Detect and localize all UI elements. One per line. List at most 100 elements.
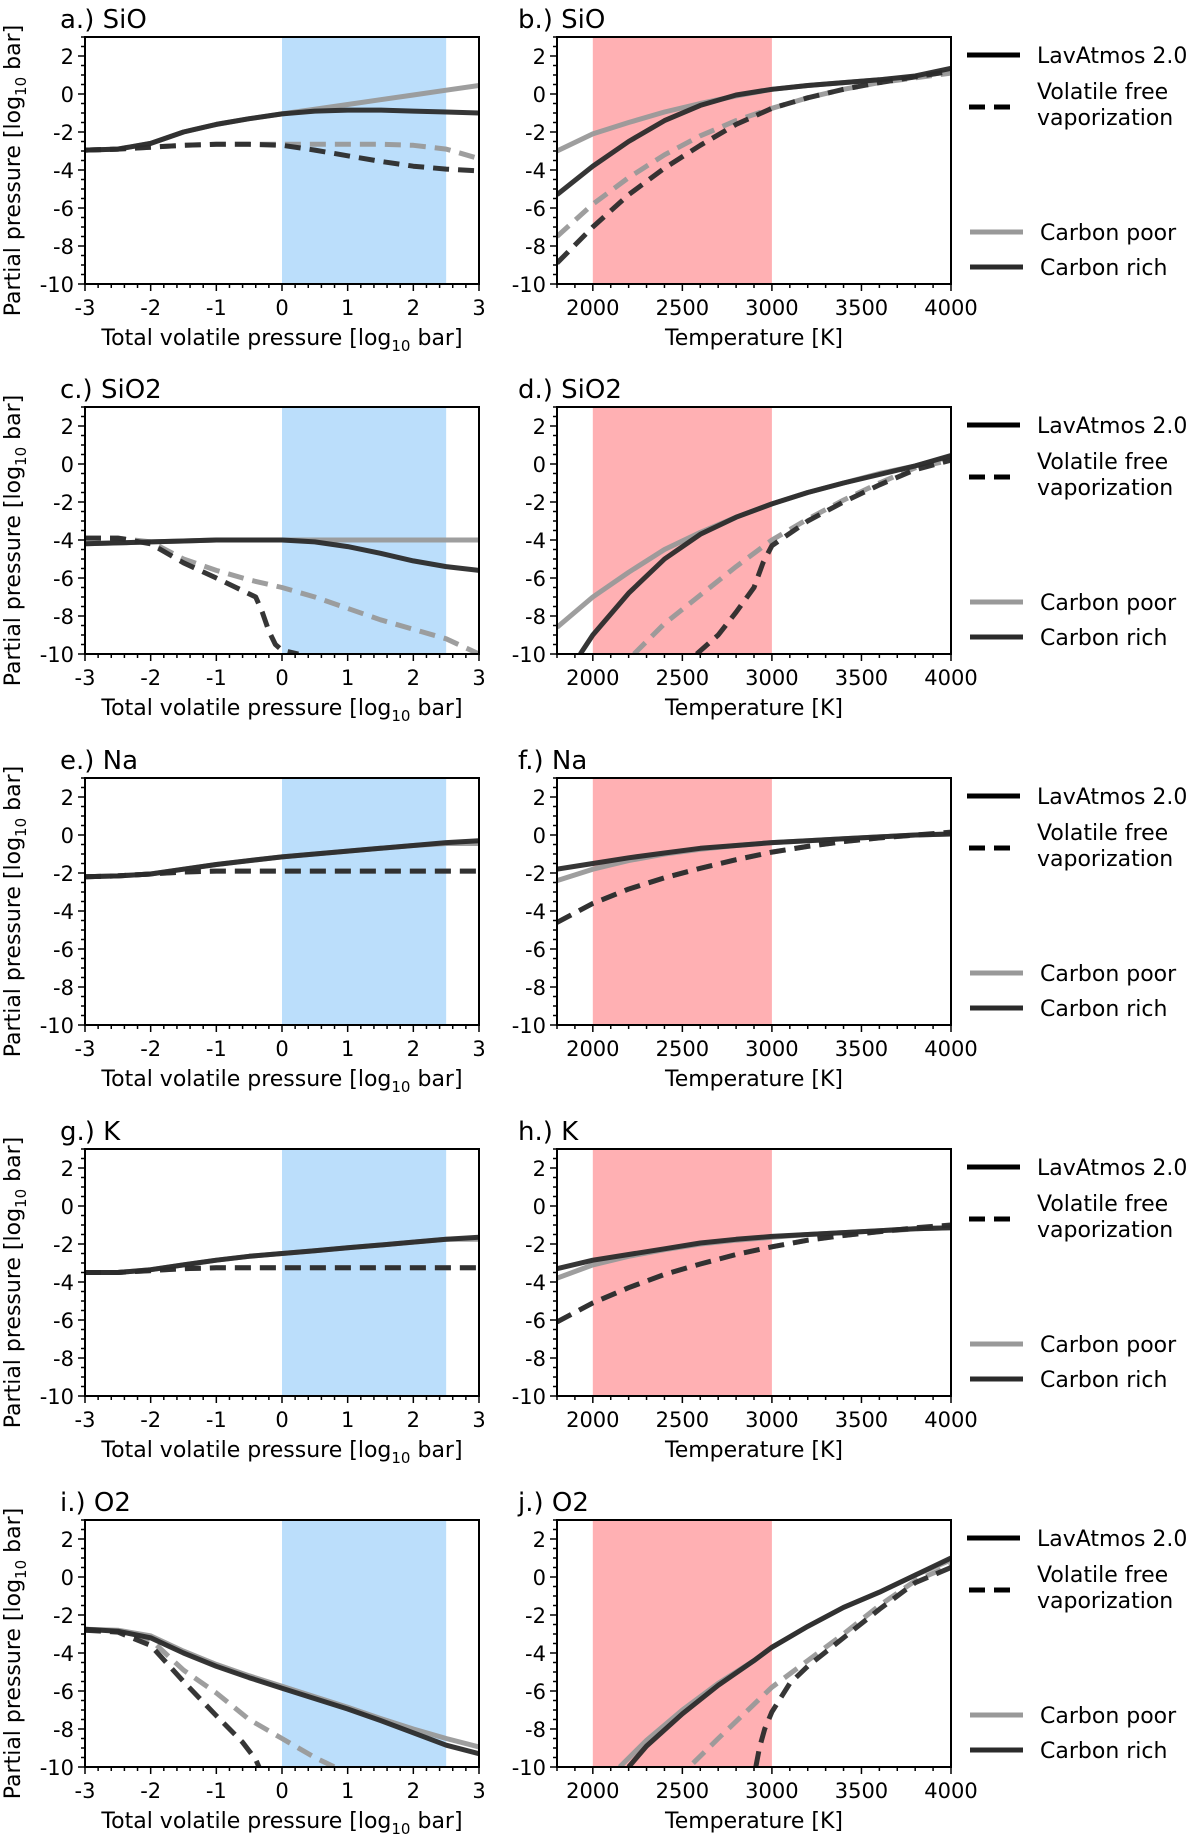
x-tick-label: -1	[206, 1408, 227, 1432]
series-line-solid-carbon-rich	[626, 1555, 951, 1767]
x-axis-label-part: bar]	[410, 326, 462, 351]
temperature-band	[592, 407, 772, 654]
y-tick-label: -6	[53, 938, 74, 962]
y-tick-label: -4	[525, 1642, 546, 1666]
plot-area	[85, 1626, 479, 1767]
x-tick-label: 3000	[745, 666, 798, 690]
x-tick-label: 2500	[656, 1408, 709, 1432]
y-tick-label: -8	[53, 976, 74, 1000]
plot-area	[557, 65, 951, 265]
plot-area	[557, 453, 951, 654]
x-tick-label: 4000	[924, 666, 977, 690]
y-axis-label: Partial pressure [log10 bar]	[1, 1508, 30, 1799]
y-tick-label: -10	[40, 1014, 74, 1038]
y-tick-label: -4	[53, 529, 74, 553]
y-tick-label: 0	[61, 453, 74, 477]
panel-title: h.) K	[518, 1117, 579, 1147]
series-line-dashed-carbon-rich	[85, 868, 479, 880]
panel-title: e.) Na	[60, 746, 138, 776]
y-tick-label: -10	[512, 1756, 546, 1780]
y-axis-label-subscript: 10	[12, 818, 30, 837]
x-tick-label: -1	[206, 666, 227, 690]
y-tick-label: -6	[53, 197, 74, 221]
x-tick-label: -2	[140, 1408, 161, 1432]
y-tick-label: -8	[525, 976, 546, 1000]
y-tick-label: -2	[53, 862, 74, 886]
y-tick-label: -4	[53, 1642, 74, 1666]
panel-h: 2 0 -2 -4 -6 -8 -10 2000 2500 3000 3500 4000 Tempera…	[512, 1117, 1188, 1463]
y-tick-label: -4	[525, 159, 546, 183]
y-tick-label: -8	[53, 1347, 74, 1371]
panel-j: 2 0 -2 -4 -6 -8 -10 2000 2500 3000 3500 4000 Tempera…	[512, 1488, 1188, 1834]
x-tick-label: 3500	[835, 1408, 888, 1432]
y-tick-label: 0	[533, 1566, 546, 1590]
x-tick-label: -1	[206, 1037, 227, 1061]
y-axis-label: Partial pressure [log10 bar]	[1, 766, 30, 1057]
y-axis-label: Partial pressure [log10 bar]	[1, 1137, 30, 1428]
legend-label-carbon-poor: Carbon poor	[1040, 591, 1177, 616]
y-tick-label: -2	[525, 121, 546, 145]
y-axis-label-part: bar]	[1, 25, 26, 77]
legend-label-volatile-free: vaporization	[1037, 1589, 1173, 1614]
x-tick-label: 3000	[745, 1408, 798, 1432]
y-tick-label: 0	[61, 83, 74, 107]
x-axis-label: Total volatile pressure [log10 bar]	[100, 1809, 462, 1837]
x-tick-label: 3500	[835, 1779, 888, 1803]
y-axis-label-subscript: 10	[12, 1189, 30, 1208]
y-tick-label: -10	[512, 1385, 546, 1409]
y-tick-label: -10	[40, 643, 74, 667]
legend-label-lavatmos: LavAtmos 2.0	[1037, 1156, 1187, 1181]
y-tick-label: -10	[40, 1385, 74, 1409]
x-tick-label: 1	[341, 1779, 354, 1803]
x-axis-label-part: Total volatile pressure [log	[100, 1067, 391, 1092]
y-tick-label: 2	[61, 45, 74, 69]
x-tick-label: 2000	[566, 1408, 619, 1432]
x-axis-label: Temperature [K]	[664, 696, 843, 721]
y-tick-label: -10	[512, 273, 546, 297]
series-line-dashed-carbon-poor	[691, 1563, 951, 1765]
y-axis-label-part: Partial pressure [log	[1, 96, 26, 316]
y-tick-label: -6	[525, 1309, 546, 1333]
x-tick-label: 0	[275, 296, 288, 320]
x-axis-label: Total volatile pressure [log10 bar]	[100, 1067, 462, 1096]
legend-label-volatile-free: vaporization	[1037, 476, 1173, 501]
y-tick-label: 2	[533, 1157, 546, 1181]
legend-label-volatile-free: Volatile free	[1037, 821, 1168, 846]
y-tick-label: -2	[525, 491, 546, 515]
temperature-band	[592, 1149, 772, 1396]
legend-label-carbon-rich: Carbon rich	[1040, 1368, 1167, 1393]
legend-label-volatile-free: vaporization	[1037, 106, 1173, 131]
legend-label-lavatmos: LavAtmos 2.0	[1037, 1527, 1187, 1552]
x-axis-label-subscript: 10	[391, 1449, 410, 1467]
y-axis-label: Partial pressure [log10 bar]	[1, 25, 30, 316]
y-tick-label: -2	[525, 1604, 546, 1628]
y-tick-label: 0	[61, 1195, 74, 1219]
x-axis-label-part: Total volatile pressure [log	[100, 1438, 391, 1463]
series-line-dashed-carbon-rich	[557, 1222, 951, 1325]
x-tick-label: -2	[140, 1779, 161, 1803]
y-tick-label: -4	[525, 1271, 546, 1295]
x-tick-label: -3	[75, 1037, 96, 1061]
x-tick-label: 2500	[656, 1037, 709, 1061]
y-tick-label: -8	[525, 1347, 546, 1371]
y-tick-label: 2	[61, 1157, 74, 1181]
y-tick-label: -2	[53, 1233, 74, 1257]
series-line-dashed-carbon-rich	[695, 457, 951, 654]
panel-title: b.) SiO	[518, 5, 605, 35]
legend-label-volatile-free: vaporization	[1037, 1218, 1173, 1243]
legend-label-carbon-poor: Carbon poor	[1040, 962, 1177, 987]
series-line-solid-carbon-rich	[85, 1626, 479, 1757]
y-tick-label: -2	[525, 862, 546, 886]
y-axis-label-part: Partial pressure [log	[1, 837, 26, 1057]
x-tick-label: 1	[341, 296, 354, 320]
y-tick-label: 2	[533, 1528, 546, 1552]
y-tick-label: 0	[533, 824, 546, 848]
x-tick-label: 3	[472, 666, 485, 690]
panel-title: i.) O2	[60, 1488, 131, 1518]
x-axis-label: Temperature [K]	[664, 1067, 843, 1092]
x-axis-label-part: bar]	[410, 1438, 462, 1463]
x-tick-label: 4000	[924, 1037, 977, 1061]
